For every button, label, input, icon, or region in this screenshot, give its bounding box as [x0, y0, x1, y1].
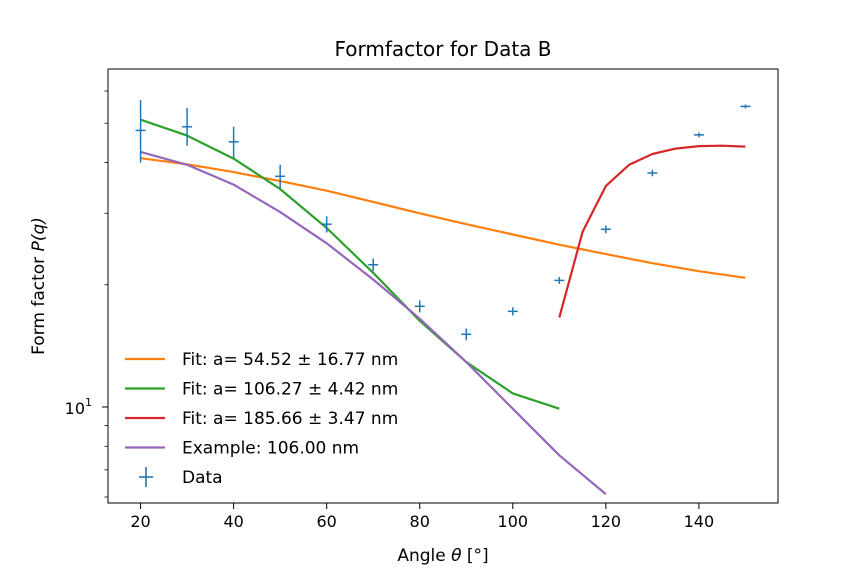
x-tick-label: 80: [410, 512, 430, 531]
legend: Fit: a= 54.52 ± 16.77 nm Fit: a= 106.27 ±…: [125, 350, 398, 488]
y-axis-title: Form factor P(q): [29, 217, 49, 355]
legend-label: Fit: a= 106.27 ± 4.42 nm: [182, 380, 398, 400]
y-tick-label-exponent: 1: [85, 396, 92, 409]
series-line-1: [140, 157, 746, 279]
data-point: [554, 276, 565, 284]
chart-title: Formfactor for Data B: [334, 37, 551, 61]
x-tick-label: 100: [498, 512, 529, 531]
x-axis-title-prefix: Angle: [397, 546, 451, 566]
x-axis-title-symbol: θ: [451, 546, 462, 566]
data-point: [693, 132, 704, 138]
data-point: [321, 216, 332, 233]
data-point: [507, 307, 518, 316]
data-point: [414, 300, 425, 313]
x-tick-label: 40: [223, 512, 243, 531]
legend-item: Fit: a= 54.52 ± 16.77 nm: [125, 350, 398, 370]
legend-item-data: Data: [139, 467, 223, 488]
y-tick-label: 101: [65, 396, 92, 418]
legend-item: Example: 106.00 nm: [125, 439, 359, 459]
x-tick-label: 20: [130, 512, 150, 531]
legend-label: Fit: a= 54.52 ± 16.77 nm: [182, 350, 398, 370]
data-point: [228, 126, 239, 159]
axes-frame: [107, 68, 779, 504]
x-axis-title: Angle θ [°]: [397, 546, 488, 566]
x-tick-label: 60: [317, 512, 337, 531]
legend-item: Fit: a= 185.66 ± 3.47 nm: [125, 409, 398, 429]
y-axis-title-prefix: Form factor: [29, 251, 49, 354]
legend-item: Fit: a= 106.27 ± 4.42 nm: [125, 380, 398, 400]
series-line-2: [140, 118, 560, 410]
y-axis-title-symbol: P(q): [29, 217, 49, 251]
data-point: [600, 225, 611, 234]
y-tick-label-base: 10: [65, 399, 85, 418]
x-axis: 20 40 60 80 100 120 140: [130, 503, 714, 531]
y-axis: 101: [65, 90, 108, 498]
data-point: [275, 164, 286, 189]
data-point: [135, 100, 146, 163]
data-point: [461, 328, 472, 341]
series-line-3: [558, 144, 746, 318]
legend-label: Example: 106.00 nm: [182, 439, 359, 459]
x-axis-title-suffix: [°]: [462, 546, 489, 566]
x-tick-label: 140: [684, 512, 715, 531]
data-point: [368, 258, 379, 272]
series-line-4: [140, 150, 607, 495]
plot-content: [135, 100, 751, 495]
legend-label: Fit: a= 185.66 ± 3.47 nm: [182, 409, 398, 429]
x-tick-label: 120: [591, 512, 622, 531]
data-point: [182, 108, 193, 146]
legend-label: Data: [182, 468, 223, 488]
data-point: [647, 169, 658, 177]
data-point: [740, 104, 751, 109]
